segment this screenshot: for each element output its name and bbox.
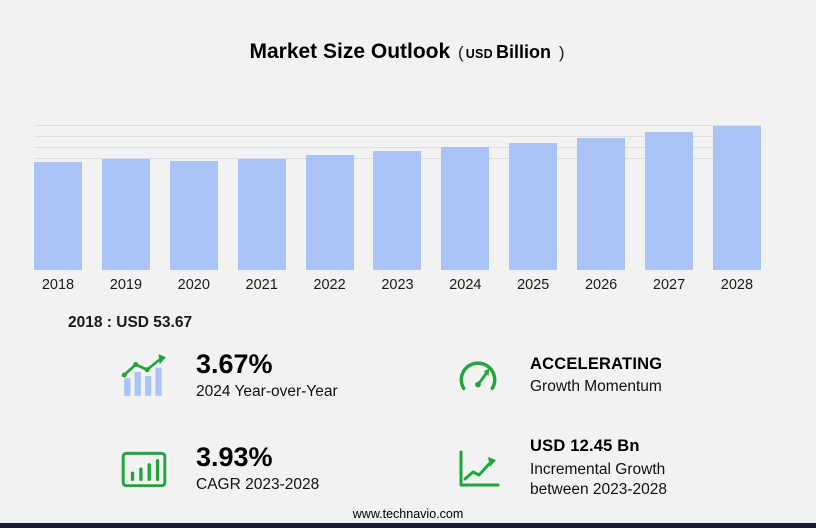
x-tick-2027: 2027 bbox=[652, 277, 686, 293]
title-unit-currency: USD bbox=[465, 47, 493, 61]
x-tick-2020: 2020 bbox=[177, 277, 210, 293]
bar-2024 bbox=[441, 147, 490, 270]
bar-2026 bbox=[577, 137, 626, 270]
stat-text: USD 12.45 Bn Incremental Growth between … bbox=[530, 437, 715, 500]
stat-label-cagr: CAGR 2023-2028 bbox=[196, 476, 320, 494]
stat-value-incremental: USD 12.45 Bn bbox=[530, 437, 640, 456]
bar-2020 bbox=[169, 161, 218, 270]
yoy-bar-chart-icon bbox=[118, 353, 170, 399]
x-tick-2019: 2019 bbox=[109, 277, 143, 293]
x-axis-ticks: 2018 2019 2020 2021 2022 2023 2024 2025 2026 2027… bbox=[34, 277, 761, 293]
x-tick-2021: 2021 bbox=[245, 277, 278, 293]
chart-bars bbox=[34, 125, 761, 270]
bar-2022 bbox=[305, 155, 354, 270]
x-tick-2018: 2018 bbox=[41, 277, 75, 293]
stat-label-momentum: Growth Momentum bbox=[530, 378, 662, 396]
bottom-bar bbox=[0, 523, 816, 528]
gridline bbox=[34, 147, 761, 148]
footer-url: www.technavio.com bbox=[352, 507, 464, 521]
x-tick-2028: 2028 bbox=[720, 277, 754, 293]
stat-value-yoy: 3.67% bbox=[196, 348, 273, 379]
gridline bbox=[34, 136, 761, 137]
title-open-paren: ( bbox=[458, 43, 464, 62]
stat-label-yoy: 2024 Year-over-Year bbox=[196, 383, 338, 401]
bar-2019 bbox=[101, 158, 150, 270]
gridline bbox=[34, 125, 761, 126]
stat-value-momentum: ACCELERATING bbox=[530, 354, 663, 373]
stat-text: 3.67% 2024 Year-over-Year bbox=[196, 348, 338, 403]
speedometer-icon bbox=[452, 355, 504, 397]
x-tick-2026: 2026 bbox=[584, 277, 618, 293]
stat-incremental-growth: USD 12.45 Bn Incremental Growth between … bbox=[452, 426, 768, 512]
bar-2021 bbox=[237, 158, 286, 270]
title-unit-scale: Billion bbox=[496, 42, 551, 62]
stat-cagr: 3.93% CAGR 2023-2028 bbox=[118, 426, 452, 512]
x-tick-2022: 2022 bbox=[313, 277, 346, 293]
bar-chart bbox=[34, 125, 761, 270]
title-close-paren: ) bbox=[558, 43, 565, 62]
title-main: Market Size Outlook bbox=[249, 40, 451, 63]
incremental-growth-icon bbox=[452, 447, 504, 491]
stat-growth-momentum: ACCELERATING Growth Momentum bbox=[452, 340, 768, 412]
bar-2023 bbox=[373, 151, 422, 270]
x-tick-2023: 2023 bbox=[381, 277, 414, 293]
stat-value-cagr: 3.93% bbox=[196, 441, 273, 472]
x-tick-2025: 2025 bbox=[517, 277, 550, 293]
stat-text: ACCELERATING Growth Momentum bbox=[530, 355, 662, 398]
stats-grid: 3.67% 2024 Year-over-Year ACCELERATING G… bbox=[118, 340, 768, 512]
stat-year-over-year: 3.67% 2024 Year-over-Year bbox=[118, 340, 452, 412]
x-tick-2024: 2024 bbox=[449, 277, 482, 293]
bar-2018 bbox=[34, 161, 82, 270]
bar-2025 bbox=[509, 142, 558, 270]
bar-2027 bbox=[645, 132, 694, 270]
cagr-chart-icon bbox=[118, 446, 170, 492]
page-title: Market Size Outlook (USD Billion ) bbox=[0, 40, 816, 64]
stat-label-incremental: Incremental Growth between 2023-2028 bbox=[530, 461, 668, 499]
bar-2028 bbox=[712, 126, 761, 270]
chart-annotation: 2018 : USD 53.67 bbox=[68, 314, 193, 331]
stat-text: 3.93% CAGR 2023-2028 bbox=[196, 441, 320, 496]
